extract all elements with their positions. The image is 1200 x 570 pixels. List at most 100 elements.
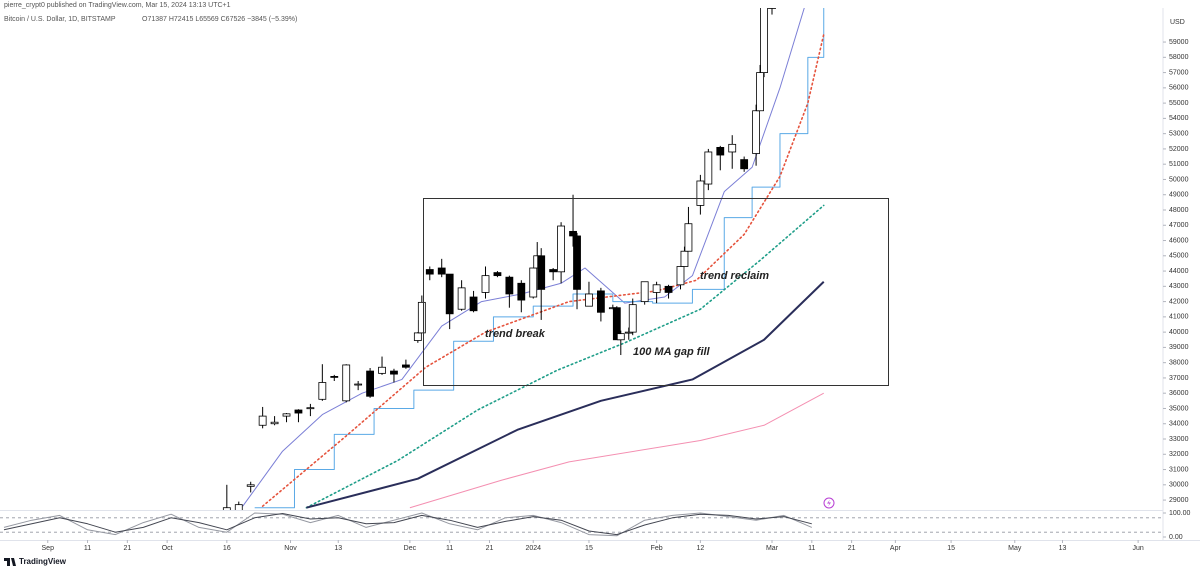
x-tick-label: Jun [1132,545,1143,552]
candle-body [234,504,243,510]
candle-body [585,293,593,307]
candle-body [222,507,231,510]
candle-body [752,110,760,154]
x-tick-label: Mar [766,545,779,552]
alert-icon [823,497,835,509]
symbol-title: Bitcoin / U.S. Dollar, 1D, BITSTAMP [4,16,116,23]
annotation: 100 MA gap fill [633,346,711,358]
x-tick-label: 11 [446,545,453,552]
candle-body [306,407,315,410]
x-tick-label: 12 [696,545,704,552]
candle-body [417,301,426,334]
candle-body [270,421,279,425]
x-tick-label: Apr [890,545,902,552]
osc-tick-label: 100.00 [1169,510,1191,517]
y-tick-label: 49000 [1169,192,1189,199]
annotation: trend reclaim [700,270,769,282]
candle-body [457,287,466,310]
candle-body [354,383,363,386]
y-tick-label: 44000 [1169,268,1189,275]
y-tick-label: 50000 [1169,176,1189,183]
candle-body [342,364,351,402]
candle-body [680,250,689,267]
y-tick-label: 36000 [1169,390,1189,397]
y-tick-label: 45000 [1169,253,1189,260]
x-tick-label: 13 [334,545,342,552]
line-series [409,392,824,509]
candle-body [366,370,374,397]
candle-body [664,285,673,293]
candle-body [728,143,737,153]
candle-body [481,275,490,293]
y-tick-label: 35000 [1169,405,1189,412]
y-tick-label: 39000 [1169,344,1189,351]
x-tick-label: Nov [284,545,297,552]
candle-body [413,332,422,341]
x-tick-label: 16 [223,545,231,552]
candle-body [402,364,410,368]
line-series [242,8,805,507]
candle-body [529,267,538,298]
candle-body [696,180,705,206]
candle-body [756,72,764,112]
y-tick-label: 54000 [1169,115,1189,122]
candle-body [425,269,434,275]
y-tick-label: 52000 [1169,146,1189,153]
candle-body [573,235,581,290]
x-tick-label: Dec [404,545,417,552]
candle-body [684,223,693,252]
candle-body [258,415,267,426]
y-tick-label: 29000 [1169,497,1189,504]
candle-body [549,269,558,273]
y-tick-label: 33000 [1169,436,1189,443]
candle-body [557,225,566,273]
x-tick-label: Feb [651,545,663,552]
ohlc-readout: O71387 H72415 L65569 C67526 −3845 (−5.39… [142,16,297,23]
candle-body [612,307,621,341]
currency: USD [1170,19,1185,26]
candle-body [318,382,327,400]
x-tick-label: 2024 [525,545,541,552]
x-tick-label: 11 [84,545,91,552]
x-tick-label: 13 [1059,545,1067,552]
oscillator-pane [0,512,1162,537]
y-tick-label: 48000 [1169,207,1189,214]
x-tick-label: 21 [123,545,131,552]
candle-body [469,296,478,312]
candle-body [445,273,454,315]
x-tick-label: 15 [947,545,955,552]
candle-body [282,413,291,417]
line-series [3,512,813,537]
y-tick-label: 46000 [1169,237,1189,244]
candle-body [704,151,713,185]
y-tick-label: 41000 [1169,314,1189,321]
y-tick-label: 38000 [1169,360,1189,367]
publisher: pierre_crypt0 published on TradingView.c… [4,2,231,9]
y-tick-label: 57000 [1169,69,1189,76]
axes: 29000 30000 31000 32000 33000 34000 35000 36000… [42,39,1191,552]
y-tick-label: 53000 [1169,130,1189,137]
line-series [3,512,812,536]
logo: TradingView [4,557,67,566]
y-tick-label: 31000 [1169,466,1189,473]
candle-body [760,8,768,73]
x-tick-label: 15 [585,545,593,552]
y-tick-label: 42000 [1169,298,1189,305]
candle-body [493,272,502,277]
candle-body [569,230,577,237]
candle-body [390,370,398,375]
candle-body [537,255,546,290]
x-tick-label: Oct [162,545,173,552]
candle-body [652,284,661,293]
y-tick-label: 56000 [1169,85,1189,92]
x-tick-label: May [1008,545,1022,552]
y-tick-label: 55000 [1169,100,1189,107]
candle-body [294,409,303,414]
range-box [423,198,889,386]
y-tick-label: 30000 [1169,482,1189,489]
candle-body [676,266,685,286]
annotation: trend break [485,328,546,340]
